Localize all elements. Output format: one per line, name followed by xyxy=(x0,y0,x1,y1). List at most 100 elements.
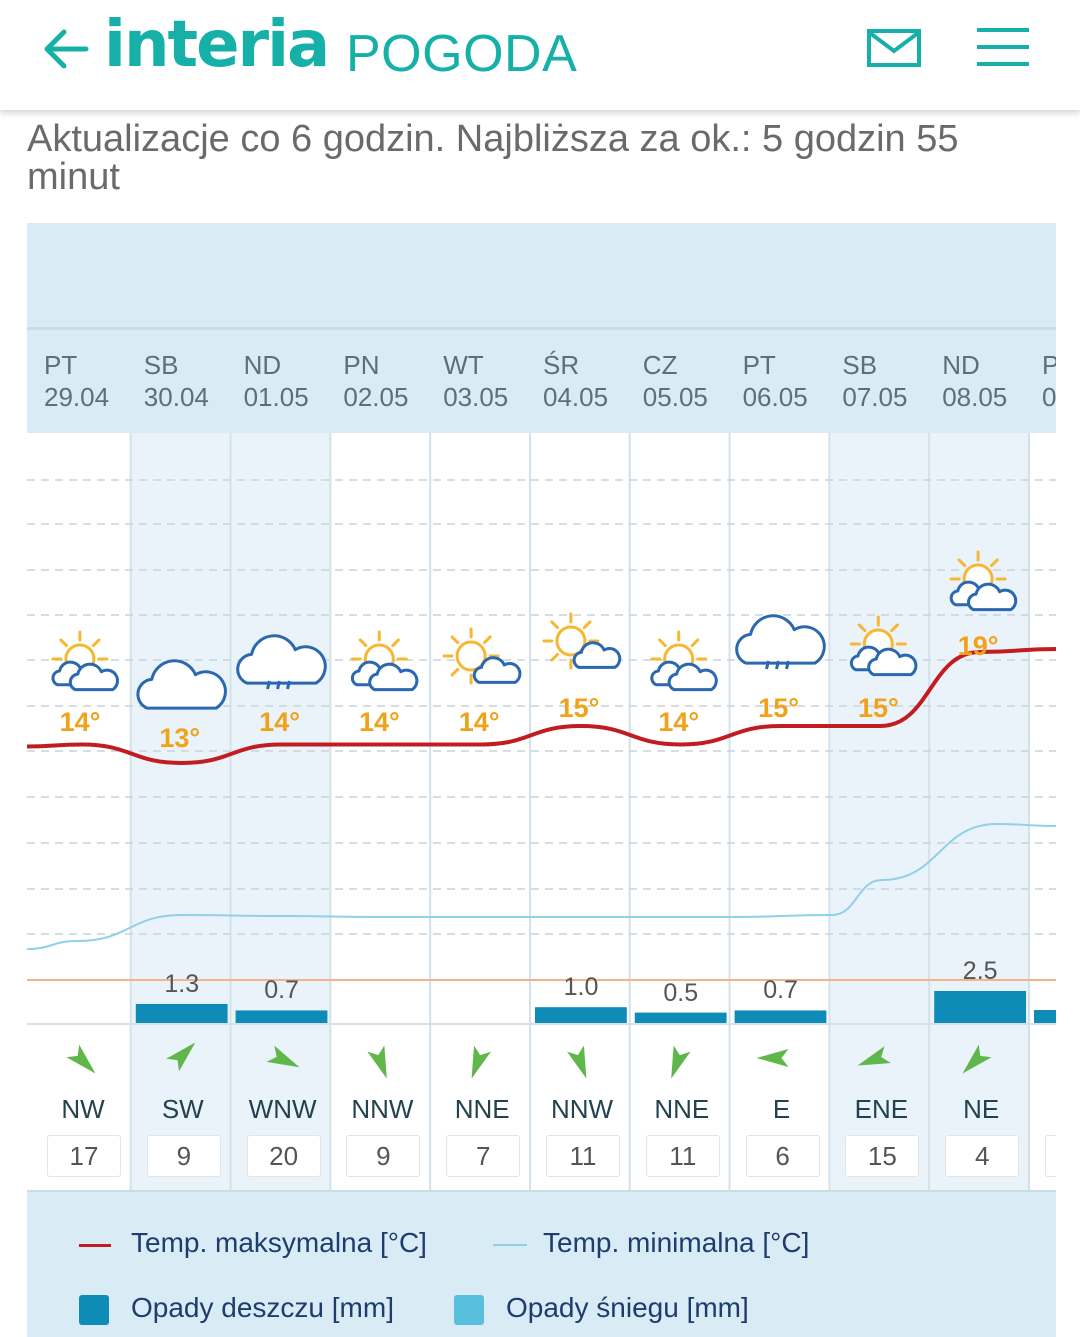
legend-min-line xyxy=(493,1244,527,1246)
sun-cloud-icon xyxy=(350,630,419,692)
rain-bar xyxy=(1034,1010,1056,1023)
wind-arrow-icon xyxy=(166,1042,196,1072)
pogoda-logo: POGODA xyxy=(346,25,578,83)
wind-arrow-icon xyxy=(66,1044,96,1074)
wind-direction: NNW xyxy=(550,1094,614,1124)
wind-speed: 15 xyxy=(845,1135,920,1177)
column-divider xyxy=(1028,433,1030,1192)
day-column xyxy=(930,433,1028,1192)
temp-max-line xyxy=(27,647,1056,766)
day-column xyxy=(830,433,929,1192)
wind-speed: 11 xyxy=(546,1135,620,1177)
wind-speed: 7 xyxy=(446,1135,521,1177)
day-column xyxy=(331,433,430,1192)
wind-arrow-icon xyxy=(471,1045,491,1079)
wind-divider xyxy=(27,1023,1056,1025)
day-column xyxy=(531,433,629,1192)
sun-cloud-icon xyxy=(949,550,1018,612)
precip-label: 1.0 xyxy=(563,973,599,1002)
column-divider xyxy=(229,433,232,1192)
legend-rain-label: Opady deszczu [mm] xyxy=(131,1292,394,1323)
temp-label: 15° xyxy=(857,693,899,723)
day-label: PT 06.05 xyxy=(742,350,808,412)
app-header: interia POGODA xyxy=(0,0,1080,110)
wind-arrow-icon xyxy=(671,1045,691,1079)
temp-label: 14° xyxy=(358,707,400,737)
temp-label: 14° xyxy=(658,707,700,737)
wind-arrow-icon xyxy=(567,1045,587,1079)
wind-direction: NNE xyxy=(654,1094,710,1124)
precip-label: 0.7 xyxy=(763,976,798,1005)
day-label: ND 08.05 xyxy=(942,350,1008,412)
wind-arrow-icon xyxy=(367,1045,387,1079)
legend-divider xyxy=(27,1190,1056,1192)
rain-bar xyxy=(235,1010,328,1023)
temp-label: 15° xyxy=(558,693,600,723)
rain-cloud-icon xyxy=(236,634,327,690)
legend-min-label: Temp. minimalna [°C] xyxy=(543,1227,810,1258)
column-divider xyxy=(628,433,631,1192)
wind-direction: SW xyxy=(161,1094,204,1124)
precip-label: 0.5 xyxy=(663,978,699,1007)
wind-speed: 11 xyxy=(645,1135,720,1177)
wind-speed xyxy=(1045,1135,1056,1177)
wind-arrow-icon xyxy=(857,1046,891,1066)
header-divider xyxy=(27,327,1056,330)
wind-speed: 9 xyxy=(146,1135,221,1177)
day-label: SB 07.05 xyxy=(842,350,908,412)
rain-bar xyxy=(634,1012,727,1023)
wind-direction: WNW xyxy=(248,1094,317,1124)
wind-direction: NW xyxy=(61,1094,105,1124)
interia-logo[interactable]: interia xyxy=(104,8,330,82)
wind-arrow-icon xyxy=(266,1045,300,1068)
day-label: PN 02.05 xyxy=(343,350,409,412)
precip-label: 1.3 xyxy=(164,969,200,998)
back-arrow-icon[interactable] xyxy=(38,24,94,74)
sun-cloud-icon xyxy=(51,630,119,692)
day-column xyxy=(32,433,130,1192)
sun-cloud-icon xyxy=(849,615,918,677)
day-label: SB 30.04 xyxy=(143,350,209,412)
precip-label: 0.7 xyxy=(264,976,299,1005)
wind-direction: NE xyxy=(963,1094,1000,1124)
precip-label: 2.5 xyxy=(962,957,998,985)
day-label: PT 29.04 xyxy=(44,350,110,412)
update-info: Aktualizacje co 6 godzin. Najbliższa za … xyxy=(27,118,959,198)
rain-bar xyxy=(535,1007,627,1023)
day-column xyxy=(730,433,829,1192)
day-column xyxy=(231,433,330,1192)
day-label: P 0 xyxy=(1042,350,1056,412)
temp-label: 19° xyxy=(957,631,999,661)
wind-speed: 6 xyxy=(745,1135,820,1177)
wind-direction: ENE xyxy=(854,1094,909,1124)
legend-max-line xyxy=(79,1244,111,1247)
day-label: ŚR 04.05 xyxy=(543,350,609,412)
day-label: WT 03.05 xyxy=(443,350,509,412)
temp-label: 14° xyxy=(59,707,101,737)
rain-cloud-icon xyxy=(735,614,826,670)
wind-direction: NNW xyxy=(351,1094,414,1124)
sun-cloud-icon xyxy=(650,630,718,692)
column-divider xyxy=(329,433,332,1192)
legend-max-label: Temp. maksymalna [°C] xyxy=(131,1227,427,1258)
column-divider xyxy=(928,433,931,1192)
legend-snow-swatch xyxy=(454,1295,484,1325)
rain-bar xyxy=(934,991,1026,1023)
wind-speed: 9 xyxy=(346,1135,421,1177)
temp-label: 15° xyxy=(758,693,800,723)
wind-speed: 17 xyxy=(47,1135,121,1177)
wind-speed: 20 xyxy=(246,1135,321,1177)
column-divider xyxy=(529,433,531,1192)
mail-icon[interactable] xyxy=(866,28,922,68)
rain-bar xyxy=(734,1010,827,1023)
legend-rain-swatch xyxy=(79,1295,109,1325)
forecast-panel: PT 29.04 14° NW 17 SB 30.04 13° 1.3 SW 9 ND 01.05… xyxy=(27,223,1056,1337)
wind-speed: 4 xyxy=(945,1135,1020,1177)
wind-direction: E xyxy=(772,1094,791,1124)
column-edge xyxy=(27,433,32,1192)
hamburger-menu-icon[interactable] xyxy=(975,24,1031,70)
day-label: ND 01.05 xyxy=(243,350,309,412)
day-column xyxy=(1030,433,1056,1192)
column-divider xyxy=(828,433,831,1192)
wind-arrow-icon xyxy=(756,1049,789,1067)
